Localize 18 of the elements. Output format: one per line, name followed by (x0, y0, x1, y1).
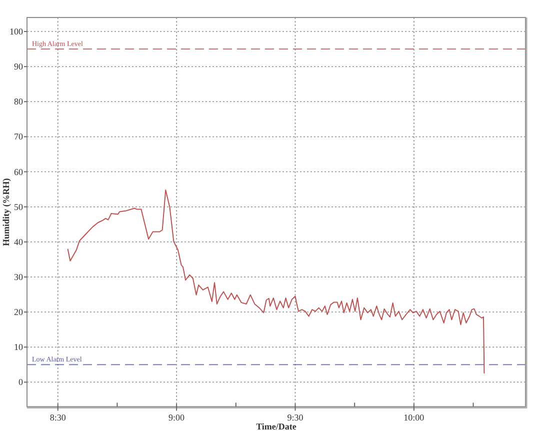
x-tick-label: 9:30 (287, 412, 304, 423)
y-tick-label: 60 (14, 166, 24, 177)
y-tick-label: 20 (14, 307, 24, 318)
y-tick-label: 10 (14, 342, 24, 352)
y-tick-label: 30 (14, 272, 24, 282)
y-tick-label: 70 (14, 132, 24, 142)
x-axis-title: Time/Date (256, 422, 296, 431)
line-series (67, 190, 485, 374)
y-axis-title: Humidity (%RH) (1, 178, 11, 246)
x-tick-label: 10:00 (404, 412, 425, 423)
x-tick-label: 9:00 (168, 412, 186, 423)
y-tick-label: 40 (14, 236, 24, 247)
x-tick-label: 8:30 (50, 412, 66, 423)
y-tick-label: 0 (18, 377, 24, 388)
y-tick-label: 80 (14, 96, 24, 107)
y-tick-label: 100 (10, 26, 24, 37)
y-tick-label: 90 (14, 62, 24, 72)
y-tick-label: 50 (14, 202, 24, 212)
